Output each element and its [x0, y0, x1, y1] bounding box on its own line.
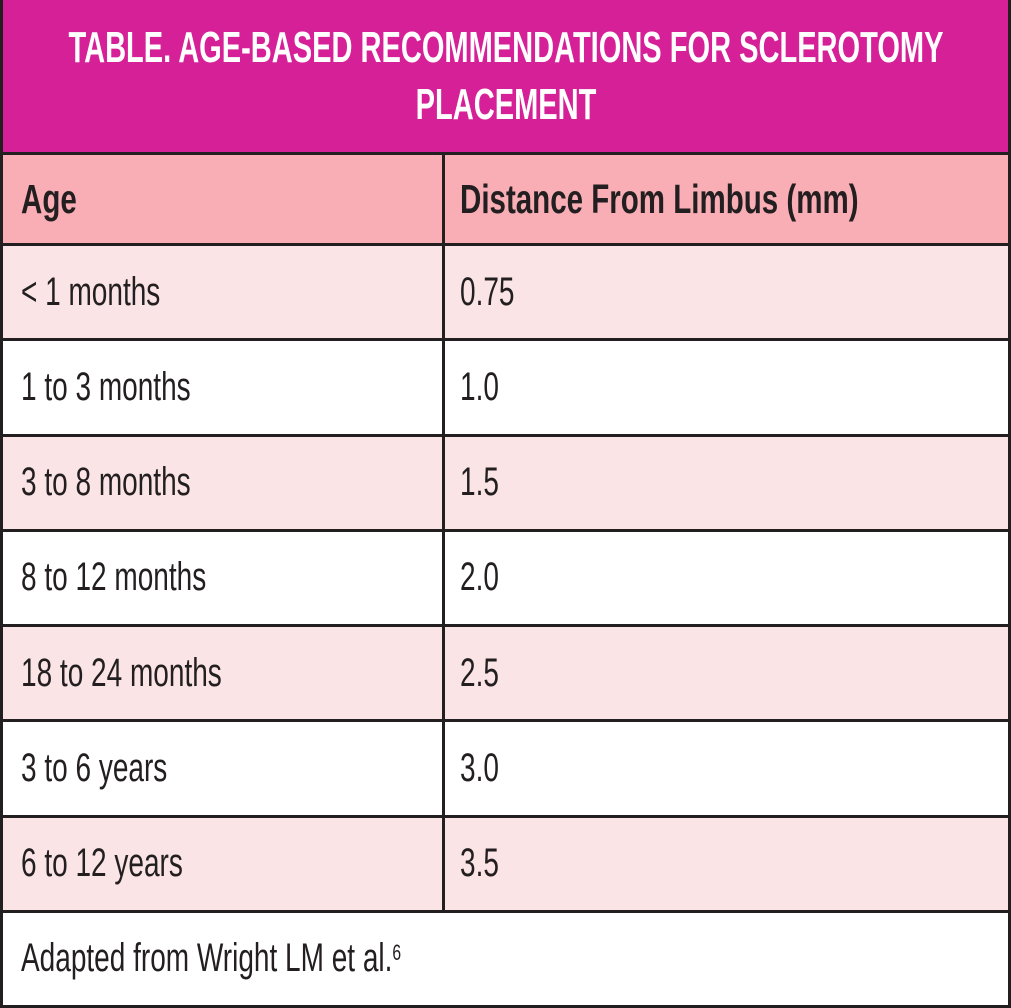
- table-footnote: Adapted from Wright LM et al.6: [3, 913, 1008, 1005]
- table-row: 18 to 24 months 2.5: [3, 624, 1008, 720]
- table-row: 6 to 12 years 3.5: [3, 814, 1008, 910]
- footnote-reference: 6: [392, 940, 402, 966]
- distance-cell: 1.5: [445, 437, 1008, 529]
- table-header-row: Age Distance From Limbus (mm): [3, 152, 1008, 243]
- distance-cell: 0.75: [445, 246, 1008, 338]
- distance-cell: 3.5: [445, 818, 1008, 910]
- distance-value: 1.5: [460, 460, 499, 505]
- age-value: 6 to 12 years: [21, 841, 183, 886]
- distance-value: 3.5: [460, 841, 499, 886]
- age-cell: 3 to 8 months: [3, 436, 445, 529]
- distance-cell: 3.0: [445, 722, 1008, 814]
- distance-value: 2.5: [460, 650, 499, 695]
- footnote-text: Adapted from Wright LM et al.: [21, 936, 393, 981]
- table-title: TABLE. AGE-BASED RECOMMENDATIONS FOR SCL…: [68, 22, 943, 129]
- age-value: 3 to 6 years: [21, 746, 168, 791]
- age-value: 1 to 3 months: [21, 364, 191, 409]
- age-value: 3 to 8 months: [21, 460, 191, 505]
- age-cell: 18 to 24 months: [3, 627, 445, 720]
- distance-cell: 1.0: [445, 341, 1008, 433]
- column-header-distance: Distance From Limbus (mm): [445, 155, 1008, 243]
- age-cell: 1 to 3 months: [3, 341, 445, 434]
- distance-value: 3.0: [460, 746, 499, 791]
- age-cell: 6 to 12 years: [3, 817, 445, 910]
- distance-value: 2.0: [460, 555, 499, 600]
- table-row: 8 to 12 months 2.0: [3, 528, 1008, 625]
- distance-cell: 2.0: [445, 532, 1008, 624]
- table-row: 1 to 3 months 1.0: [3, 338, 1008, 434]
- column-header-age: Age: [3, 155, 445, 243]
- age-cell: < 1 months: [3, 246, 445, 339]
- distance-cell: 2.5: [445, 627, 1008, 719]
- column-header-age-label: Age: [21, 175, 77, 222]
- table-title-bar: TABLE. AGE-BASED RECOMMENDATIONS FOR SCL…: [3, 0, 1008, 152]
- age-cell: 8 to 12 months: [3, 531, 445, 625]
- table-footnote-row: Adapted from Wright LM et al.6: [3, 909, 1008, 1005]
- age-value: 8 to 12 months: [21, 555, 207, 600]
- table-row: 3 to 8 months 1.5: [3, 433, 1008, 529]
- column-header-distance-label: Distance From Limbus (mm): [460, 175, 859, 222]
- age-value: 18 to 24 months: [21, 650, 222, 695]
- age-value: < 1 months: [21, 269, 161, 314]
- age-cell: 3 to 6 years: [3, 722, 445, 815]
- footnote-text-wrap: Adapted from Wright LM et al.6: [21, 936, 401, 981]
- table-row: < 1 months 0.75: [3, 243, 1008, 339]
- distance-value: 1.0: [460, 364, 499, 409]
- distance-value: 0.75: [460, 269, 515, 314]
- table-row: 3 to 6 years 3.0: [3, 719, 1008, 815]
